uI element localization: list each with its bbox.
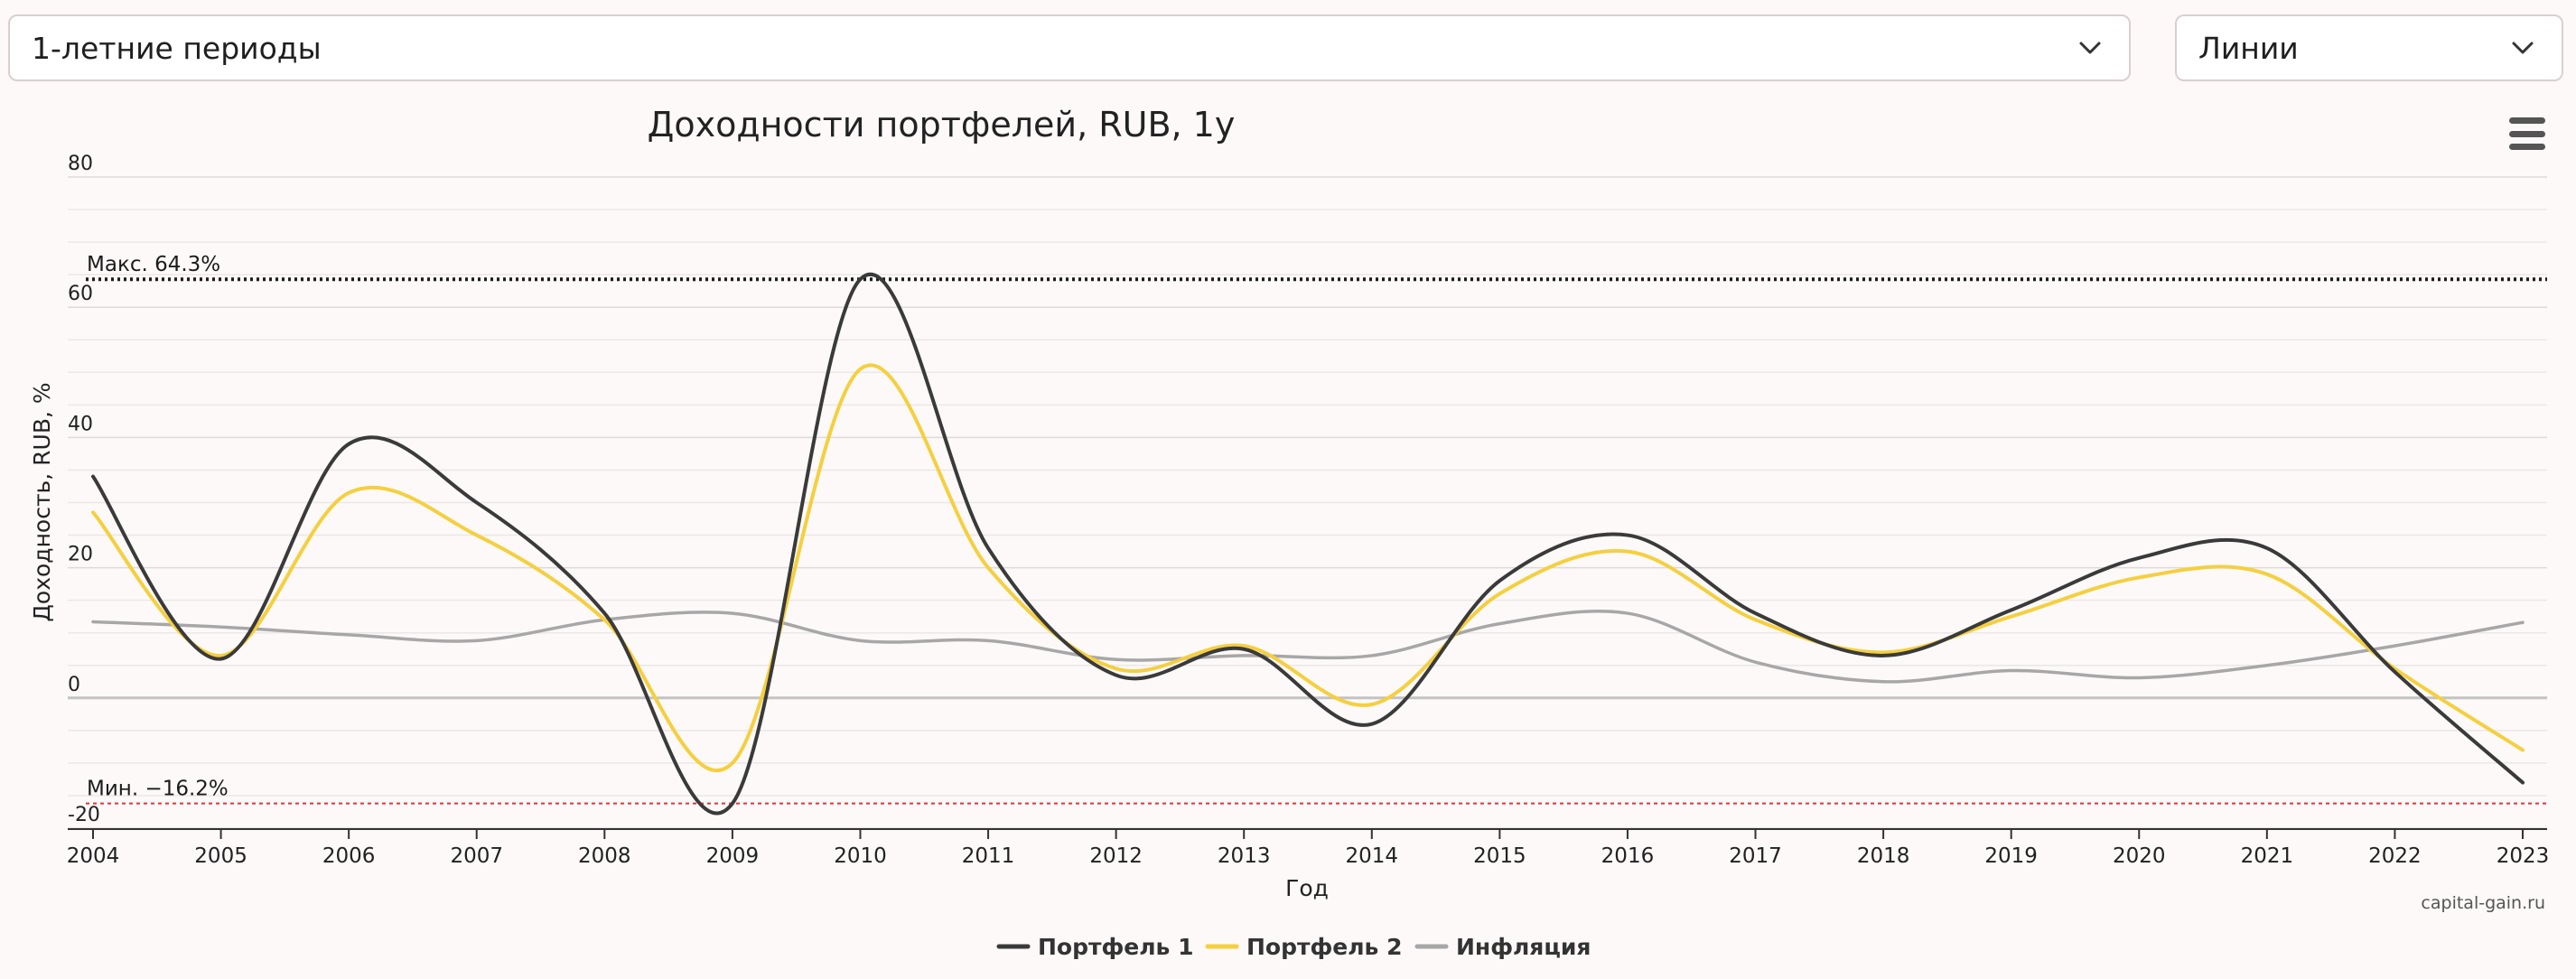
legend: Портфель 1 Портфель 2 Инфляция [996, 934, 1591, 960]
x-tick-label: 2020 [2113, 844, 2166, 868]
x-tick-label: 2019 [1984, 844, 2038, 868]
chevron-down-icon [2509, 34, 2536, 61]
x-tick-label: 2021 [2241, 844, 2294, 868]
x-tick-label: 2009 [706, 844, 760, 868]
y-tick-label: 20 [68, 544, 93, 566]
x-tick-label: 2018 [1857, 844, 1910, 868]
chart-title: Доходности портфелей, RUB, 1y [648, 105, 1236, 145]
y-tick-label: 0 [68, 674, 80, 696]
x-tick-label: 2014 [1346, 844, 1399, 868]
x-tick-label: 2016 [1601, 844, 1655, 868]
chevron-down-icon [2077, 34, 2104, 61]
max-reference-label: Макс. 64.3% [87, 253, 220, 276]
x-tick-label: 2006 [322, 844, 376, 868]
chart-menu-icon[interactable] [2502, 113, 2553, 154]
min-reference-label: Мин. −16.2% [87, 778, 229, 801]
x-tick-label: 2023 [2497, 844, 2550, 868]
x-axis-label: Год [1285, 875, 1329, 901]
chart: Доходности портфелей, RUB, 1y Макс. 64.3… [29, 105, 2550, 960]
y-axis-label: Доходность, RUB, % [29, 382, 55, 621]
x-tick-label: 2012 [1089, 844, 1143, 868]
x-tick-label: 2005 [194, 844, 247, 868]
series-line-2 [91, 363, 2525, 773]
x-tick-label: 2022 [2368, 844, 2422, 868]
x-tick-label: 2010 [834, 844, 887, 868]
y-tick-label: 60 [68, 283, 93, 305]
series-line-3 [91, 610, 2525, 684]
period-select[interactable]: 1-летние периоды [8, 14, 2131, 81]
x-tick-label: 2013 [1218, 844, 1271, 868]
y-tick-label: 40 [68, 413, 93, 435]
x-tick-label: 2015 [1473, 844, 1526, 868]
chart-credit: capital-gain.ru [2421, 893, 2545, 913]
x-tick-label: 2017 [1729, 844, 1782, 868]
legend-item-label[interactable]: Инфляция [1456, 934, 1591, 960]
y-tick-label: -20 [68, 804, 100, 826]
y-tick-label: 80 [68, 153, 93, 175]
legend-item-label[interactable]: Портфель 1 [1038, 934, 1193, 960]
x-tick-label: 2007 [450, 844, 503, 868]
x-tick-label: 2004 [67, 844, 120, 868]
x-tick-label: 2011 [962, 844, 1015, 868]
series-line-1 [91, 272, 2525, 816]
chart-type-select[interactable]: Линии [2175, 14, 2563, 81]
x-tick-label: 2008 [578, 844, 631, 868]
legend-item-label[interactable]: Портфель 2 [1246, 934, 1402, 960]
chart-type-select-value: Линии [2198, 30, 2299, 66]
period-select-value: 1-летние периоды [32, 30, 322, 66]
